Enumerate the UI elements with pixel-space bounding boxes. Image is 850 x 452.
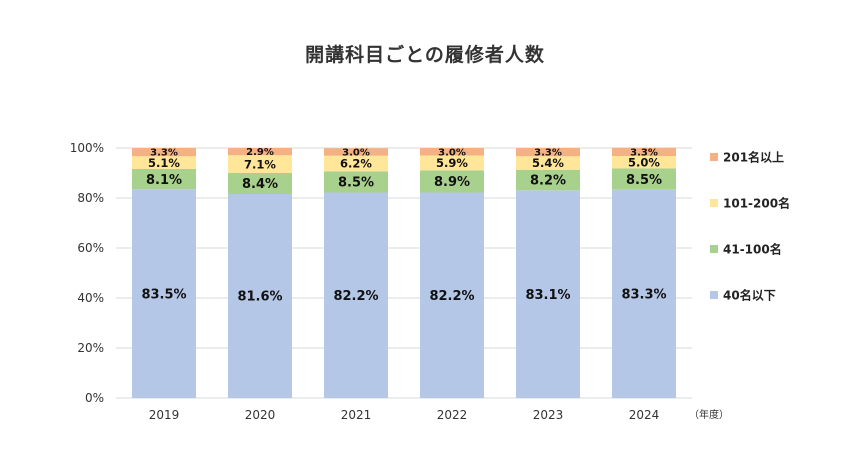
- bar-segment: [132, 156, 196, 169]
- legend-label: 201名以上: [723, 150, 784, 165]
- bar-segment: [132, 148, 196, 157]
- legend-label: 40名以下: [723, 288, 776, 303]
- bar-segment: [516, 148, 580, 157]
- legend-swatch: [710, 291, 718, 299]
- data-label: 5.0%: [628, 155, 660, 169]
- x-tick-label: 2024: [629, 408, 660, 422]
- data-label: 3.0%: [438, 147, 466, 158]
- bar-segment: [324, 171, 388, 193]
- x-tick-label: 2023: [533, 408, 564, 422]
- y-tick-label: 20%: [77, 341, 104, 355]
- data-label: 5.9%: [436, 156, 468, 170]
- data-label: 83.3%: [621, 288, 666, 303]
- legend-swatch: [710, 199, 718, 207]
- legend-label: 41-100名: [723, 242, 782, 257]
- data-label: 81.6%: [237, 290, 282, 305]
- y-tick-label: 100%: [70, 141, 104, 155]
- bar-segment: [420, 155, 484, 171]
- x-tick-label: 2022: [437, 408, 468, 422]
- data-label: 8.9%: [434, 175, 470, 190]
- x-tick-label: 2019: [149, 408, 180, 422]
- bar-segment: [228, 148, 292, 156]
- data-label: 6.2%: [340, 157, 372, 171]
- chart-title: 開講科目ごとの履修者人数: [305, 44, 545, 66]
- bar-segment: [324, 155, 388, 172]
- bar-segment: [228, 194, 292, 398]
- bar-segment: [612, 147, 676, 156]
- legend-swatch: [710, 153, 718, 161]
- data-label: 83.5%: [141, 287, 186, 302]
- x-tick-label: 2020: [245, 408, 276, 422]
- bar-segment: [420, 148, 484, 156]
- bar-segment: [132, 189, 196, 398]
- bar-segment: [516, 190, 580, 398]
- data-label: 83.1%: [525, 288, 570, 303]
- bar-segment: [228, 155, 292, 173]
- bar-segment: [228, 173, 292, 194]
- bar-segment: [324, 192, 388, 398]
- bar-segment: [612, 168, 676, 190]
- bar-segment: [420, 170, 484, 193]
- y-tick-label: 60%: [77, 241, 104, 255]
- bar-segment: [516, 156, 580, 170]
- legend-label: 101-200名: [723, 196, 790, 211]
- legend-swatch: [710, 245, 718, 253]
- bar-segment: [132, 169, 196, 190]
- data-label: 82.2%: [333, 289, 378, 304]
- data-label: 5.4%: [532, 156, 564, 170]
- data-label: 8.1%: [146, 173, 182, 188]
- data-label: 2.9%: [246, 147, 274, 158]
- y-tick-label: 0%: [85, 391, 104, 405]
- data-label: 8.5%: [626, 173, 662, 188]
- bar-segment: [516, 169, 580, 191]
- bar-segment: [420, 192, 484, 398]
- data-label: 3.3%: [630, 147, 658, 158]
- data-label: 8.5%: [338, 176, 374, 191]
- bar-segment: [612, 189, 676, 398]
- data-label: 8.2%: [530, 174, 566, 189]
- y-tick-label: 80%: [77, 191, 104, 205]
- data-label: 8.4%: [242, 177, 278, 192]
- y-tick-label: 40%: [77, 291, 104, 305]
- data-label: 7.1%: [244, 157, 276, 171]
- data-label: 5.1%: [148, 156, 180, 170]
- data-label: 3.0%: [342, 148, 370, 159]
- data-label: 3.3%: [534, 148, 562, 159]
- x-tick-label: 2021: [341, 408, 372, 422]
- data-label: 3.3%: [150, 148, 178, 159]
- bar-segment: [324, 148, 388, 156]
- data-label: 82.2%: [429, 289, 474, 304]
- bar-segment: [612, 156, 676, 169]
- x-unit-label: （年度）: [689, 408, 729, 421]
